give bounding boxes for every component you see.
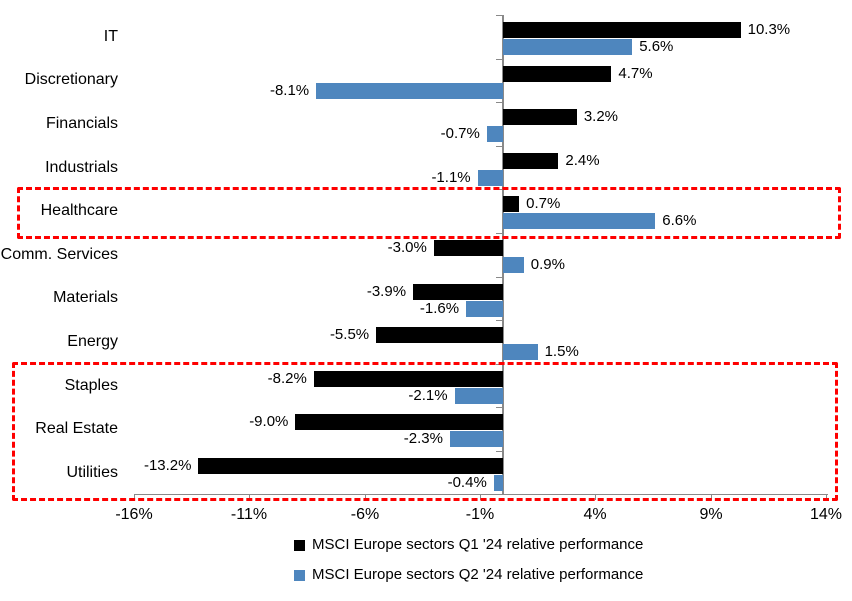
data-label: -8.1%: [269, 81, 310, 99]
x-tick-label: 14%: [809, 506, 843, 523]
category-label: IT: [103, 27, 118, 45]
data-label: 4.7%: [618, 64, 653, 82]
data-label: -3.9%: [366, 282, 407, 300]
legend: MSCI Europe sectors Q1 '24 relative perf…: [294, 534, 643, 594]
data-label: -9.0%: [249, 413, 289, 431]
y-axis-tick: [496, 233, 503, 234]
bar-q1: [503, 196, 520, 213]
x-axis-tick: [595, 494, 596, 500]
bar-q1: [503, 22, 741, 38]
bar-q2: [503, 344, 538, 361]
x-axis-tick: [134, 494, 135, 500]
data-label: 3.2%: [583, 108, 619, 126]
x-tick-label: -6%: [350, 506, 380, 523]
bar-q2: [466, 300, 503, 317]
data-label: 0.9%: [530, 256, 565, 273]
legend-item-q1: MSCI Europe sectors Q1 '24 relative perf…: [294, 534, 643, 556]
category-label: Materials: [53, 289, 118, 307]
q2-series-swatch-icon: [294, 569, 305, 581]
bar-q1: [433, 240, 503, 256]
x-tick-label: 9%: [699, 506, 723, 523]
x-axis-tick: [249, 494, 250, 500]
category-label: Financials: [45, 115, 118, 132]
data-label: 10.3%: [747, 21, 791, 38]
bar-q1: [376, 327, 503, 344]
category-label: Comm. Services: [0, 245, 118, 263]
legend-item-q2: MSCI Europe sectors Q2 '24 relative perf…: [294, 564, 643, 586]
y-axis-tick: [496, 146, 503, 147]
y-axis-tick: [496, 15, 503, 16]
bar-q2: [454, 387, 503, 404]
data-label: -2.3%: [403, 430, 443, 448]
y-axis-tick: [496, 102, 503, 103]
bar-q2: [486, 126, 503, 143]
bar-q2: [449, 431, 503, 448]
category-label: Real Estate: [35, 420, 118, 438]
data-label: -5.5%: [329, 326, 370, 344]
x-axis-tick: [365, 494, 366, 500]
bar-q2: [477, 169, 503, 186]
bar-q1: [198, 458, 503, 474]
data-label: -8.2%: [267, 369, 307, 387]
y-axis-tick: [496, 494, 503, 495]
category-label: Healthcare: [40, 202, 118, 220]
bar-q1: [503, 109, 577, 126]
x-axis-tick: [480, 494, 481, 500]
y-axis-tick: [496, 189, 503, 190]
data-label: -0.4%: [447, 474, 487, 491]
category-label: Energy: [67, 333, 118, 350]
data-label: 5.6%: [639, 38, 674, 55]
bar-q1: [503, 152, 559, 169]
q1-series-swatch-icon: [294, 539, 305, 551]
y-axis-tick: [496, 320, 503, 321]
bar-q1: [295, 414, 503, 431]
x-tick-label: -11%: [230, 506, 268, 523]
legend-label-q2: MSCI Europe sectors Q2 '24 relative perf…: [312, 566, 644, 583]
x-tick-label: -1%: [465, 506, 495, 523]
data-label: 6.6%: [662, 212, 697, 230]
y-axis-tick: [496, 59, 503, 60]
data-label: -2.1%: [408, 386, 448, 404]
bar-q1: [313, 370, 503, 387]
bar-q2: [503, 213, 656, 230]
x-tick-label: -16%: [115, 506, 153, 523]
bar-q2: [493, 475, 503, 491]
category-label: Utilities: [66, 463, 118, 481]
data-label: 2.4%: [565, 151, 600, 169]
y-axis-tick: [496, 451, 503, 452]
healthcare-highlight: [17, 187, 841, 239]
y-axis-tick: [496, 364, 503, 365]
y-axis-tick: [496, 277, 503, 278]
data-label: 1.5%: [544, 343, 579, 361]
category-label: Discretionary: [24, 71, 118, 89]
y-axis-tick: [496, 407, 503, 408]
bar-q1: [413, 283, 503, 300]
data-label: -0.7%: [440, 125, 480, 143]
data-label: -1.6%: [419, 299, 460, 317]
category-label: Industrials: [45, 158, 118, 176]
bar-q1: [503, 65, 612, 82]
category-label: Staples: [64, 376, 118, 394]
x-axis-line: [134, 494, 828, 495]
bar-q2: [503, 257, 524, 273]
data-label: -1.1%: [431, 168, 471, 186]
data-label: -13.2%: [143, 457, 192, 474]
bar-q2: [316, 82, 503, 99]
y-axis-line: [502, 15, 504, 495]
data-label: 0.7%: [526, 195, 561, 213]
legend-label-q1: MSCI Europe sectors Q1 '24 relative perf…: [312, 536, 644, 553]
data-label: -3.0%: [387, 239, 427, 256]
x-axis-tick: [711, 494, 712, 500]
x-axis-tick: [826, 494, 827, 500]
bar-q2: [503, 39, 633, 55]
x-tick-label: 4%: [583, 506, 607, 523]
